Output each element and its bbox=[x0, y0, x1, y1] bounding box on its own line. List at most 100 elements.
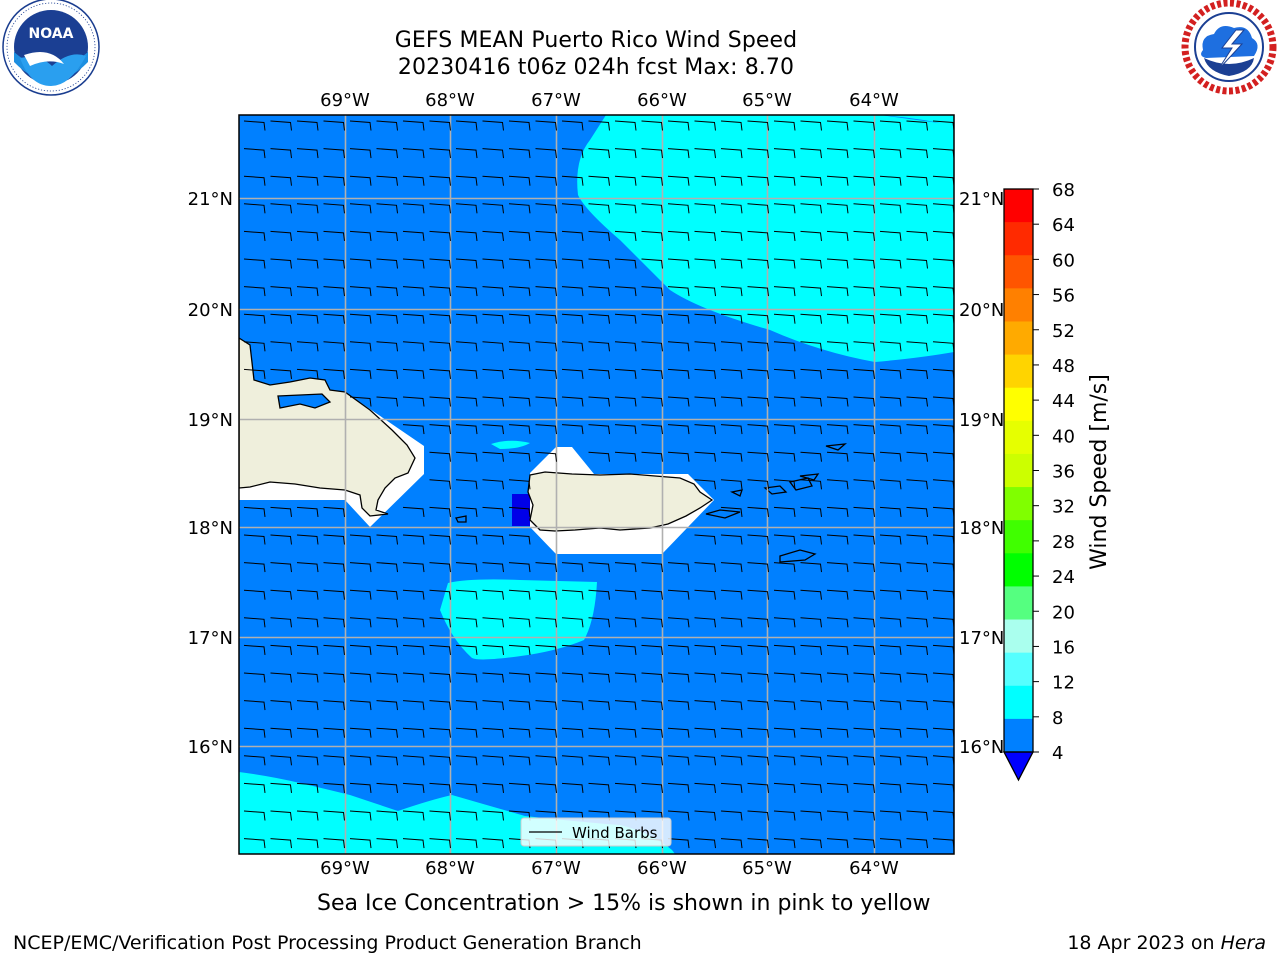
wind-barb bbox=[853, 644, 875, 655]
wind-barb bbox=[402, 700, 425, 711]
wind-barb bbox=[853, 341, 875, 352]
wind-barb bbox=[694, 672, 716, 683]
wind-band-south-pr bbox=[440, 579, 597, 660]
wind-barb bbox=[747, 782, 769, 793]
wind-barb bbox=[376, 782, 398, 793]
wind-barb bbox=[508, 148, 531, 159]
wind-barb bbox=[429, 838, 451, 849]
wind-barb bbox=[773, 148, 796, 159]
wind-barb bbox=[270, 230, 292, 241]
colorbar-segment bbox=[1004, 354, 1033, 389]
wind-barb bbox=[614, 341, 637, 352]
wind-barb bbox=[614, 396, 637, 407]
wind-barb bbox=[402, 838, 425, 849]
wind-barb bbox=[826, 230, 849, 241]
wind-barb bbox=[826, 810, 849, 821]
wind-barb bbox=[270, 368, 292, 379]
wind-barb bbox=[482, 396, 504, 407]
lon-label: 67°W bbox=[531, 90, 581, 111]
wind-barb bbox=[800, 230, 822, 241]
wind-barb bbox=[508, 341, 531, 352]
wind-barb bbox=[720, 368, 743, 379]
wind-barb bbox=[455, 230, 478, 241]
colorbar-segment bbox=[1004, 652, 1033, 687]
wind-barb bbox=[323, 727, 345, 738]
wind-barb bbox=[614, 368, 637, 379]
wind-barb bbox=[747, 534, 769, 545]
lat-label: 21°N bbox=[188, 189, 233, 210]
wind-barb bbox=[588, 230, 610, 241]
wind-barb bbox=[694, 755, 716, 766]
wind-barb bbox=[296, 258, 319, 269]
wind-barb bbox=[508, 368, 531, 379]
wind-barb bbox=[773, 230, 796, 241]
wind-barb bbox=[349, 313, 372, 324]
wind-barb bbox=[561, 424, 584, 435]
wind-barb bbox=[508, 727, 531, 738]
wind-barb bbox=[720, 396, 743, 407]
wind-barb bbox=[349, 562, 372, 573]
wind-barb bbox=[800, 479, 822, 490]
wind-barb bbox=[853, 617, 875, 628]
wind-barb bbox=[720, 506, 743, 517]
wind-barb bbox=[270, 148, 292, 159]
wind-barb bbox=[906, 782, 928, 793]
lat-label: 17°N bbox=[959, 628, 1004, 649]
wind-barb bbox=[773, 782, 796, 793]
wind-barb bbox=[402, 120, 425, 131]
wind-barb bbox=[826, 148, 849, 159]
wind-barb bbox=[879, 479, 902, 490]
wind-barb bbox=[482, 506, 504, 517]
wind-barb bbox=[641, 230, 663, 241]
wind-barb bbox=[641, 644, 663, 655]
wind-barb bbox=[879, 120, 902, 131]
wind-barb bbox=[720, 148, 743, 159]
wind-barb bbox=[270, 782, 292, 793]
wind-barb bbox=[853, 148, 875, 159]
wind-barb bbox=[243, 506, 266, 517]
wind-barb bbox=[535, 644, 557, 655]
wind-barb bbox=[561, 672, 584, 683]
wind-barb bbox=[853, 810, 875, 821]
wind-barb bbox=[879, 368, 902, 379]
wind-barb bbox=[747, 562, 769, 573]
wind-barb bbox=[243, 341, 266, 352]
wind-barb bbox=[482, 120, 504, 131]
wind-barb bbox=[349, 148, 372, 159]
lon-label: 68°W bbox=[425, 90, 475, 111]
wind-barb bbox=[296, 838, 319, 849]
wind-barb bbox=[853, 203, 875, 214]
wind-barb bbox=[270, 341, 292, 352]
lat-label: 20°N bbox=[959, 300, 1004, 321]
wind-barb bbox=[826, 175, 849, 186]
wind-barb bbox=[376, 644, 398, 655]
wind-barb bbox=[641, 203, 663, 214]
wind-barb bbox=[482, 727, 504, 738]
wind-barb bbox=[747, 258, 769, 269]
wind-barb bbox=[508, 479, 531, 490]
lon-label: 68°W bbox=[425, 858, 475, 879]
wind-barb bbox=[614, 230, 637, 241]
wind-barb bbox=[667, 672, 690, 683]
wind-barb bbox=[773, 700, 796, 711]
wind-barb bbox=[853, 120, 875, 131]
wind-barb bbox=[508, 589, 531, 600]
wind-barb bbox=[402, 286, 425, 297]
noaa-logo: NOAA bbox=[2, 0, 100, 96]
wind-barb bbox=[455, 148, 478, 159]
wind-barb bbox=[614, 175, 637, 186]
wind-barb bbox=[853, 782, 875, 793]
wind-barb bbox=[270, 589, 292, 600]
wind-barb bbox=[482, 617, 504, 628]
wind-barb bbox=[747, 755, 769, 766]
wind-barb bbox=[879, 700, 902, 711]
wind-barb bbox=[879, 782, 902, 793]
colorbar-segment bbox=[1004, 222, 1033, 256]
wind-barb bbox=[243, 562, 266, 573]
wind-barb bbox=[906, 534, 928, 545]
wind-barb bbox=[561, 313, 584, 324]
wind-barb bbox=[243, 727, 266, 738]
colorbar-tick-label: 44 bbox=[1052, 391, 1075, 412]
wind-barb bbox=[270, 506, 292, 517]
wind-barb bbox=[694, 479, 716, 490]
